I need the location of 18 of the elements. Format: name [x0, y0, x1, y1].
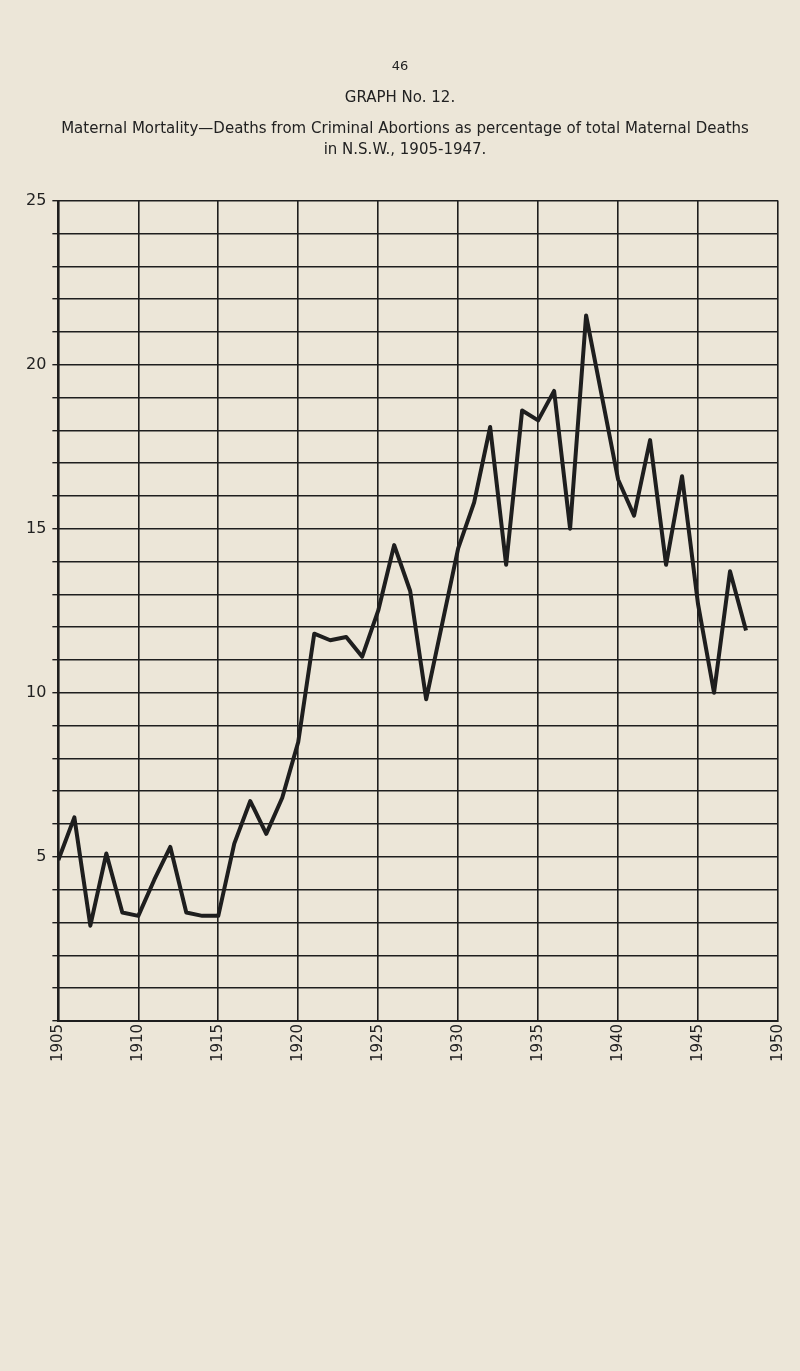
- x-tick-label: 1930: [448, 1023, 467, 1063]
- x-tick-label: 1935: [528, 1023, 547, 1063]
- x-tick-label: 1925: [368, 1023, 387, 1063]
- chart-title: GRAPH No. 12.: [343, 88, 457, 106]
- x-tick-label: 1920: [288, 1023, 307, 1063]
- x-tick-label: 1910: [128, 1023, 147, 1063]
- x-tick-label: 1905: [48, 1023, 67, 1063]
- y-tick-label: 15: [26, 517, 47, 537]
- text: 46: [390, 58, 410, 73]
- y-tick-label: 5: [36, 845, 47, 865]
- y-tick-label: 10: [26, 681, 47, 701]
- x-tick-label: 1945: [687, 1023, 706, 1063]
- y-tick-label: 25: [26, 189, 47, 209]
- chart-subtitle: Maternal Mortality—Deaths from Criminal Abortions as percentage of total Maternal Deaths in N.S.W., 1905-1947.: [60, 118, 750, 160]
- x-tick-label: 1915: [208, 1023, 227, 1063]
- x-tick-label: 1950: [767, 1023, 786, 1063]
- y-tick-label: 20: [26, 353, 47, 373]
- x-tick-label: 1940: [607, 1023, 626, 1063]
